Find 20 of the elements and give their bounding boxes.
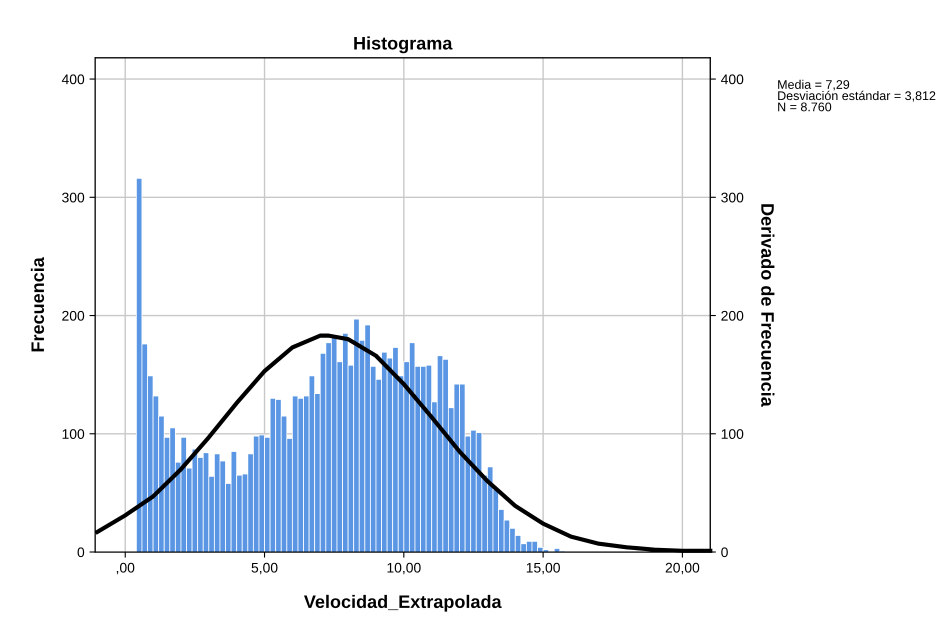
y2-tick-label: 100 xyxy=(722,429,744,439)
x-tick-label: 20,00 xyxy=(666,562,700,574)
y2-tick-label: 300 xyxy=(721,192,744,202)
y-tick-label: 300 xyxy=(62,192,84,202)
y-tick-label: 200 xyxy=(62,310,84,321)
chart-title: Histograma xyxy=(354,36,452,54)
text: Media = 7,29 Desviación estándar = 3,812 N = 8.760 xyxy=(778,80,936,112)
x-axis-title: Velocidad_Extrapolada xyxy=(304,594,502,612)
x-tick-label: 10,00 xyxy=(388,562,421,574)
y2-tick-label: 200 xyxy=(721,310,744,321)
x-tick-label: 15,00 xyxy=(526,562,560,574)
y2-axis-title: Derivado de Frecuencia xyxy=(761,204,774,407)
y2-tick-label: 400 xyxy=(721,74,744,84)
y-tick-label: 0 xyxy=(78,547,84,558)
y-tick-label: 100 xyxy=(62,429,84,439)
x-tick-label: 5,00 xyxy=(252,562,278,574)
x-tick-label: ,00 xyxy=(116,562,134,574)
y-tick-label: 400 xyxy=(62,74,84,84)
y-axis-title: Frecuencia xyxy=(30,257,44,352)
y2-tick-label: 0 xyxy=(721,547,728,558)
